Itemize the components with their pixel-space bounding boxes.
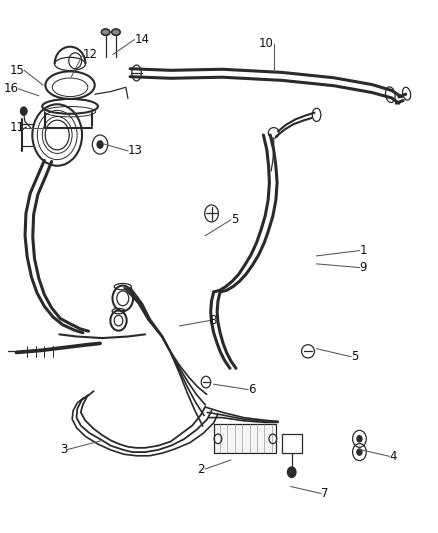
Text: 13: 13 <box>128 144 143 157</box>
Text: 10: 10 <box>259 37 274 50</box>
Text: 16: 16 <box>4 83 19 95</box>
Ellipse shape <box>112 29 120 35</box>
Text: 8: 8 <box>209 314 217 327</box>
Circle shape <box>357 449 362 455</box>
Text: 3: 3 <box>60 443 68 456</box>
Text: 1: 1 <box>360 244 367 257</box>
Circle shape <box>97 141 103 148</box>
Circle shape <box>357 435 362 442</box>
Text: 11: 11 <box>9 121 24 134</box>
Circle shape <box>287 467 296 478</box>
Circle shape <box>20 107 27 115</box>
Text: 14: 14 <box>134 33 149 46</box>
Ellipse shape <box>101 29 110 35</box>
Text: 4: 4 <box>389 450 397 463</box>
Text: 5: 5 <box>351 350 358 363</box>
Text: 12: 12 <box>83 48 98 61</box>
Text: 15: 15 <box>9 64 24 77</box>
Text: 7: 7 <box>321 487 328 500</box>
Bar <box>214 424 276 453</box>
Text: 9: 9 <box>360 261 367 274</box>
Text: 2: 2 <box>198 463 205 475</box>
Text: 6: 6 <box>248 383 255 396</box>
Text: 5: 5 <box>231 213 238 227</box>
